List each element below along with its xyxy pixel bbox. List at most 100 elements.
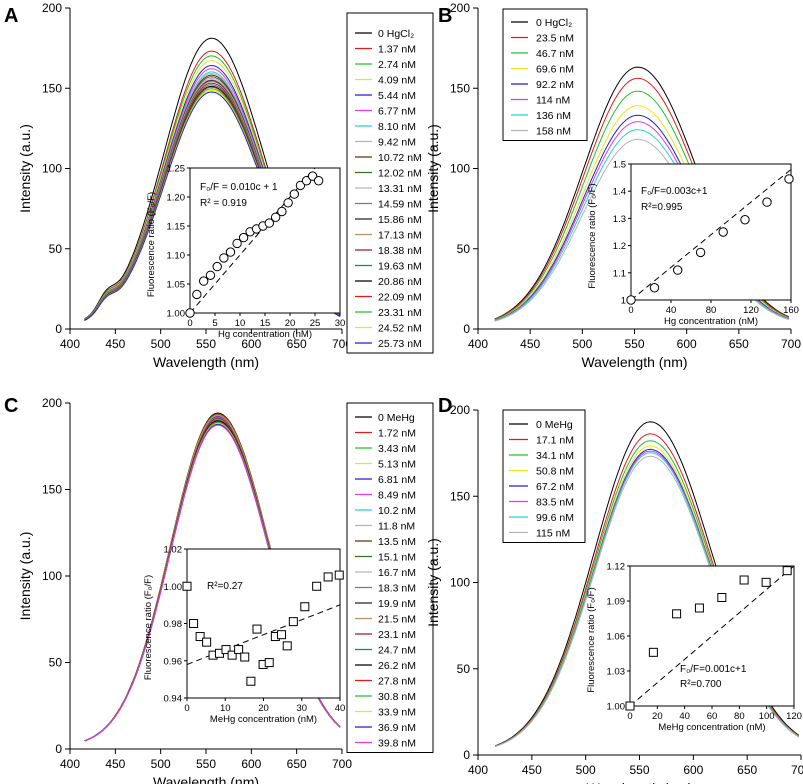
inset-y-tick-label: 1.06 [607,632,626,643]
inset-point [288,617,298,627]
inset-y-tick-label: 0.94 [164,694,183,705]
inset-equation: F₀/F = 0.010c + 1 [200,182,278,193]
x-tick-label: 400 [60,337,80,351]
legend-label-3: 3.43 nM [378,443,416,455]
inset-point [740,215,750,225]
inset-y-tick-label: 1.1 [613,268,626,279]
y-tick-label: 150 [450,489,470,503]
inset-x-tick-label: 40 [335,703,346,714]
x-axis-title: Wavelength (nm) [586,780,692,784]
inset-point [234,645,244,655]
inset-x-tick-label: 60 [707,711,718,722]
inset-y-tick-label: 1.00 [607,702,626,713]
y-tick-label: 100 [450,576,470,590]
inset-x-tick-label: 80 [706,305,717,316]
inset-x-tick-label: 10 [235,318,246,329]
inset-fit-line [631,169,791,300]
inset-y-tick-label: 1.5 [613,160,626,171]
inset-plot: 0 5 10 15 20 25 30 1.00 1.05 1.10 1.15 1.20 1.25 Hg c… [146,164,346,341]
legend-label-20: 33.9 nM [378,707,416,719]
legend-label-8: 11.8 nM [378,521,415,533]
legend-label-10: 12.02 nM [378,168,422,180]
x-tick-label: 550 [196,757,216,771]
legend-label-10: 15.1 nM [378,552,416,564]
y-tick-label: 100 [42,162,62,176]
x-tick-label: 600 [683,763,703,777]
inset-point [762,197,772,207]
y-axis-title: Intensity (a.u.) [17,124,33,213]
inset-x-tick-label: 0 [184,703,189,714]
legend-label-21: 25.73 nM [378,338,422,350]
y-tick-label: 100 [450,162,470,176]
inset-point [225,247,236,257]
inset-y-axis-title: Fluorescence ratio (F₀/F) [586,587,597,692]
x-tick-label: 450 [522,763,542,777]
inset-point [323,572,333,582]
legend-label-14: 17.13 nM [378,230,422,242]
inset-point [625,701,635,711]
inset-y-tick-label: 0.98 [164,619,183,630]
inset-point [313,176,324,186]
inset-y-tick-label: 1.00 [164,582,183,593]
legend-label-3: 34.1 nM [536,450,574,462]
inset-point [246,676,256,686]
inset-y-tick-label: 1.20 [167,193,186,204]
inset-point [276,630,286,640]
legend-label-12: 18.3 nM [378,583,416,595]
inset-point [718,227,728,237]
x-tick-label: 550 [196,337,216,351]
y-tick-label: 50 [457,662,471,676]
inset-point [270,212,281,223]
inset-point [739,575,749,585]
inset-point [648,647,658,657]
inset-x-tick-label: 160 [783,305,799,316]
legend-label-6: 6.77 nM [378,106,416,118]
inset-point [282,641,292,651]
inset-point [283,198,293,208]
inset-point [277,206,287,217]
inset-point [761,577,771,587]
inset-y-tick-label: 1.02 [164,545,183,556]
y-tick-label: 50 [457,242,471,256]
inset-x-tick-label: 120 [743,305,759,316]
inset-y-axis-title: Fluorescence ratio (F₀/F) [587,183,598,288]
y-tick-label: 0 [463,322,470,336]
x-axis-title: Wavelength (nm) [153,774,259,784]
inset-frame [186,548,341,699]
legend-label-5: 5.44 nM [378,90,416,102]
inset-r-squared: R²=0.27 [207,581,243,592]
inset-point [227,650,237,660]
legend-label-18: 22.09 nM [378,292,422,304]
y-tick-label: 0 [463,748,470,762]
inset-x-tick-label: 40 [666,305,677,316]
legend-label-9: 10.72 nM [378,152,422,164]
x-tick-label: 500 [576,763,596,777]
inset-x-tick-label: 30 [296,703,307,714]
inset-point [312,581,322,591]
inset-point [205,270,216,280]
inset-point [782,566,792,576]
inset-point [673,265,683,275]
inset-y-tick-label: 1.12 [607,562,626,573]
legend-label-4: 50.8 nM [536,466,574,478]
inset-y-tick-label: 1.09 [607,597,626,608]
inset-point [334,570,344,580]
x-tick-label: 500 [151,337,171,351]
y-tick-label: 200 [42,396,62,410]
inset-equation: F₀/F=0.003c+1 [641,186,708,197]
inset-point [192,289,202,300]
inset-x-tick-label: 0 [187,318,192,329]
legend-label-7: 136 nM [536,110,571,122]
legend-label-5: 67.2 nM [536,481,574,493]
panel-d: D400450500550600650700050100150200Wavele… [425,395,803,784]
x-tick-label: 600 [241,337,261,351]
inset-fit-line [630,566,794,706]
legend-label-7: 8.10 nM [378,121,416,133]
inset-point [784,174,794,184]
y-tick-label: 200 [450,1,470,15]
inset-r-squared: R²=0.700 [680,679,722,690]
inset-y-tick-label: 1.3 [613,214,626,225]
inset-x-tick-label: 30 [335,318,346,329]
